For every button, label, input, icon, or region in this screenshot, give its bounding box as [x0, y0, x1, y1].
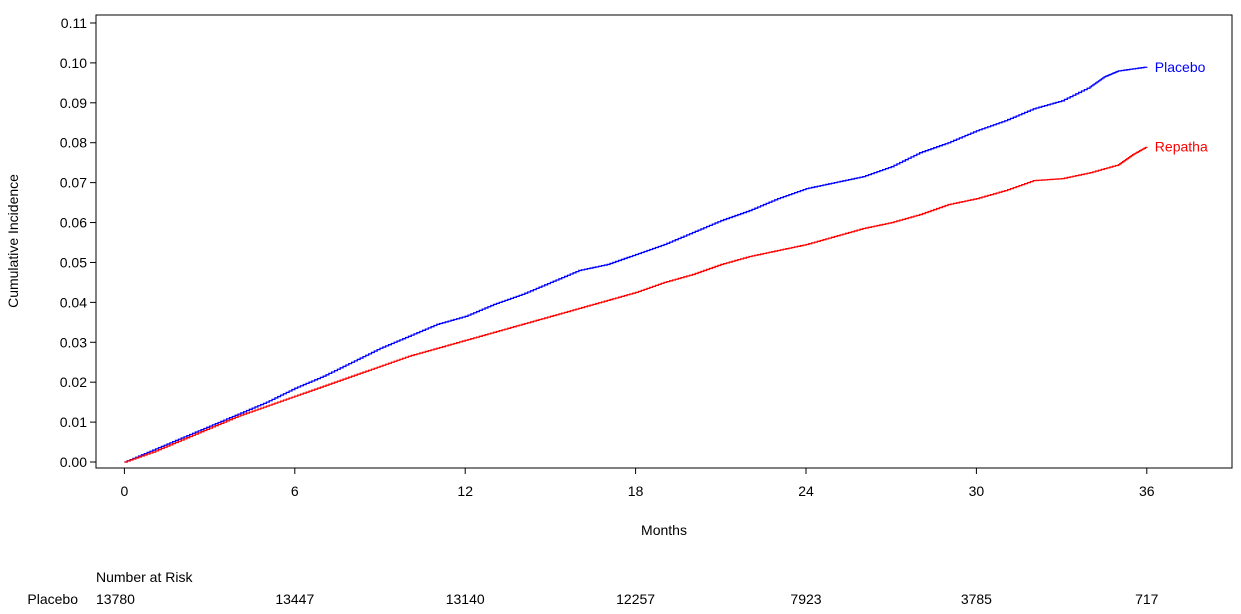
- risk-value: 7923: [790, 591, 821, 607]
- number-at-risk-title: Number at Risk: [96, 569, 193, 585]
- risk-value: 717: [1135, 591, 1159, 607]
- risk-value: 12257: [616, 591, 655, 607]
- x-tick-label: 18: [628, 483, 644, 499]
- risk-value: 13140: [446, 591, 485, 607]
- y-tick-label: 0.04: [60, 294, 87, 310]
- risk-row-label: Placebo: [27, 591, 78, 607]
- risk-value: 13780: [96, 591, 135, 607]
- risk-value: 13784: [96, 611, 135, 614]
- y-tick-label: 0.10: [60, 55, 87, 71]
- x-axis-label: Months: [641, 522, 687, 538]
- risk-value: 3837: [961, 611, 992, 614]
- risk-value: 12422: [616, 611, 655, 614]
- y-tick-label: 0.06: [60, 215, 87, 231]
- y-tick-label: 0.02: [60, 374, 87, 390]
- risk-value: 13447: [275, 591, 314, 607]
- y-tick-label: 0.08: [60, 135, 87, 151]
- risk-value: 3785: [961, 591, 992, 607]
- y-tick-label: 0.07: [60, 175, 87, 191]
- series-label-repatha: Repatha: [1155, 139, 1208, 155]
- x-tick-label: 0: [121, 483, 129, 499]
- number-at-risk-table: Number at Risk Placebo 13780 13447 13140 122…: [25, 569, 1159, 614]
- y-tick-label: 0.01: [60, 414, 87, 430]
- risk-row-label: Repatha: [25, 611, 78, 614]
- x-axis: 0 6 12 18 24 30 36: [121, 468, 1155, 499]
- series-label-placebo: Placebo: [1155, 59, 1206, 75]
- y-tick-label: 0.00: [60, 454, 87, 470]
- y-axis: 0.00 0.01 0.02 0.03 0.04 0.05 0.06 0.07 0.08 0.09…: [60, 15, 96, 470]
- x-tick-label: 30: [969, 483, 985, 499]
- y-axis-label: Cumulative Incidence: [5, 174, 21, 308]
- plot-frame: [95, 14, 1233, 469]
- series-layer: Placebo Repatha: [124, 59, 1208, 463]
- y-tick-label: 0.11: [61, 15, 87, 31]
- y-tick-label: 0.09: [60, 95, 87, 111]
- series-line-placebo: [124, 66, 1148, 463]
- x-tick-label: 6: [291, 483, 299, 499]
- x-tick-label: 36: [1139, 483, 1155, 499]
- risk-value: 713: [1135, 611, 1159, 614]
- x-tick-label: 24: [798, 483, 814, 499]
- y-tick-label: 0.03: [60, 334, 87, 350]
- series-line-repatha: [124, 146, 1148, 463]
- risk-value: 13499: [275, 611, 314, 614]
- risk-value: 13240: [446, 611, 485, 614]
- risk-value: 8066: [790, 611, 821, 614]
- y-tick-label: 0.05: [60, 254, 87, 270]
- x-tick-label: 12: [457, 483, 473, 499]
